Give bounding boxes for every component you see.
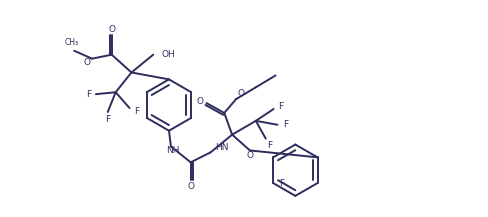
Text: F: F (277, 102, 283, 110)
Text: F: F (86, 90, 91, 99)
Text: F: F (266, 141, 272, 150)
Text: O: O (108, 25, 115, 34)
Text: O: O (187, 182, 194, 191)
Text: O: O (196, 97, 203, 106)
Text: O: O (83, 58, 90, 67)
Text: NH: NH (166, 146, 179, 155)
Text: F: F (134, 107, 139, 117)
Text: O: O (246, 151, 253, 160)
Text: O: O (237, 89, 244, 98)
Text: F: F (105, 115, 110, 124)
Text: HN: HN (215, 143, 228, 152)
Text: CH₃: CH₃ (64, 38, 78, 47)
Text: F: F (279, 179, 284, 187)
Text: F: F (283, 120, 287, 129)
Text: OH: OH (161, 50, 175, 59)
